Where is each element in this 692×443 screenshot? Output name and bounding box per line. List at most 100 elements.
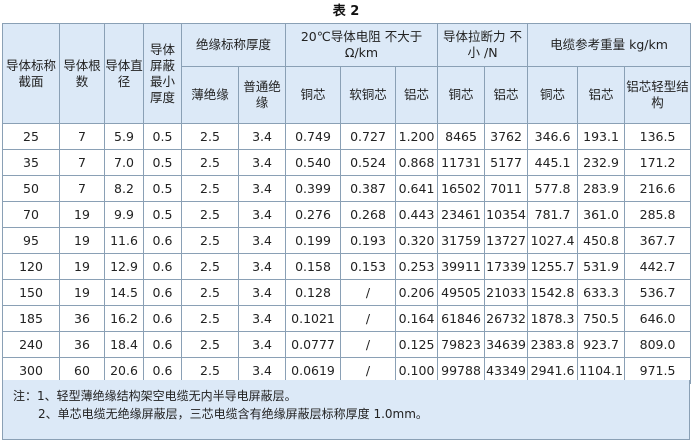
table-cell: 367.7 <box>624 227 692 254</box>
table-cell: 19 <box>59 279 105 306</box>
table-cell: 0.641 <box>395 175 439 202</box>
table-cell: 39911 <box>437 253 486 280</box>
table-cell: 70 <box>2 201 60 228</box>
table-row: 95 19 11.6 0.6 2.5 3.4 0.199 0.193 0.320 31759 137… <box>2 227 692 254</box>
header-w-al-light: 铝芯轻型结构 <box>624 66 692 124</box>
table-cell: 0.1021 <box>285 305 342 332</box>
table-cell: 0.6 <box>143 357 182 384</box>
table-cell: 9.9 <box>104 201 144 228</box>
table-cell: 36 <box>59 331 105 358</box>
table-cell: 19 <box>59 201 105 228</box>
table-cell: 14.5 <box>104 279 144 306</box>
table-cell: 0.868 <box>395 149 439 176</box>
table-row: 25 7 5.9 0.5 2.5 3.4 0.749 0.727 1.200 8465 3762 34… <box>2 123 692 150</box>
table-cell: 0.540 <box>285 149 342 176</box>
table-cell: 0.164 <box>395 305 439 332</box>
table-cell: 11.6 <box>104 227 144 254</box>
table-cell: 136.5 <box>624 123 692 150</box>
table-cell: 0.524 <box>340 149 397 176</box>
table-cell: 7011 <box>484 175 529 202</box>
table-cell: 536.7 <box>624 279 692 306</box>
table-cell: 0.320 <box>395 227 439 254</box>
table-row: 185 36 16.2 0.6 2.5 3.4 0.1021/0.164 61846 26732… <box>2 305 692 332</box>
table-cell: 0.125 <box>395 331 439 358</box>
table-title: 表 2 <box>332 4 360 19</box>
table-cell: 36 <box>59 305 105 332</box>
table-cell: 1027.4 <box>527 227 579 254</box>
table-cell: 0.0777 <box>285 331 342 358</box>
table-cell: 2.5 <box>181 227 239 254</box>
table-cell: 171.2 <box>624 149 692 176</box>
header-w-cu: 铜芯 <box>527 66 579 124</box>
table-cell: 0.193 <box>340 227 397 254</box>
table-cell: 7 <box>59 175 105 202</box>
table-cell: 750.5 <box>577 305 626 332</box>
table-cell: 0.5 <box>143 175 182 202</box>
table-cell: 17339 <box>484 253 529 280</box>
table-cell: 12.9 <box>104 253 144 280</box>
table-cell: 361.0 <box>577 201 626 228</box>
table-cell: 49505 <box>437 279 486 306</box>
table-cell: 1104.1 <box>577 357 626 384</box>
table-cell: 7.0 <box>104 149 144 176</box>
table-cell: 3.4 <box>237 123 287 150</box>
table-cell: 2.5 <box>181 279 239 306</box>
table-cell: 34639 <box>484 331 529 358</box>
table-cell: 3.4 <box>237 305 287 332</box>
table-row: 70 19 9.9 0.5 2.5 3.4 0.276 0.268 0.443 23461 1035… <box>2 201 692 228</box>
table-cell: 232.9 <box>577 149 626 176</box>
header-count: 导体根数 <box>59 23 105 124</box>
header-res-al: 铝芯 <box>395 66 439 124</box>
table-cell: 0.0619 <box>285 357 342 384</box>
table-cell: 0.158 <box>285 253 342 280</box>
table-cell: 3.4 <box>237 149 287 176</box>
header-ins-normal: 普通绝缘 <box>237 66 287 124</box>
table-cell: 2.5 <box>181 201 239 228</box>
notes: 注：1、轻型薄绝缘结构架空电缆无内半导电屏蔽层。 2、单芯电缆无绝缘屏蔽层，三芯… <box>2 380 690 440</box>
table-cell: 0.6 <box>143 305 182 332</box>
table-cell: 0.6 <box>143 227 182 254</box>
table-cell: 0.727 <box>340 123 397 150</box>
table-cell: 2383.8 <box>527 331 579 358</box>
table-cell: 50 <box>2 175 60 202</box>
table-cell: 971.5 <box>624 357 692 384</box>
header-res-cu: 铜芯 <box>285 66 342 124</box>
table-cell: 2.5 <box>181 253 239 280</box>
table-cell: 3.4 <box>237 227 287 254</box>
header-shield: 导体屏蔽最小厚度 <box>143 23 182 124</box>
table-cell: 0.199 <box>285 227 342 254</box>
table-cell: 95 <box>2 227 60 254</box>
table-cell: 1.200 <box>395 123 439 150</box>
table-cell: 1878.3 <box>527 305 579 332</box>
table-cell: 185 <box>2 305 60 332</box>
table-cell: 0.399 <box>285 175 342 202</box>
table-cell: 3.4 <box>237 201 287 228</box>
table-row: 50 7 8.2 0.5 2.5 3.4 0.399 0.387 0.641 16502 7011 5… <box>2 175 692 202</box>
table-cell: 1255.7 <box>527 253 579 280</box>
table-cell: 10354 <box>484 201 529 228</box>
header-section: 导体标称截面 <box>2 23 60 124</box>
table-cell: / <box>340 331 397 358</box>
table-cell: 8465 <box>437 123 486 150</box>
table-cell: 5.9 <box>104 123 144 150</box>
table-cell: 0.387 <box>340 175 397 202</box>
table-cell: 0.268 <box>340 201 397 228</box>
table-cell: 283.9 <box>577 175 626 202</box>
table-cell: 99788 <box>437 357 486 384</box>
table-cell: 923.7 <box>577 331 626 358</box>
table-cell: 5177 <box>484 149 529 176</box>
table-cell: 0.5 <box>143 123 182 150</box>
table-cell: 8.2 <box>104 175 144 202</box>
table-cell: 2.5 <box>181 149 239 176</box>
table-cell: 2.5 <box>181 331 239 358</box>
table-cell: / <box>340 305 397 332</box>
table-cell: 61846 <box>437 305 486 332</box>
table-row: 120 19 12.9 0.6 2.5 3.4 0.158 0.153 0.253 39911 17… <box>2 253 692 280</box>
table-row: 150 19 14.5 0.6 2.5 3.4 0.128/0.206 49505 21033 1… <box>2 279 692 306</box>
header-ins-thin: 薄绝缘 <box>181 66 239 124</box>
table-cell: 18.4 <box>104 331 144 358</box>
table-cell: 60 <box>59 357 105 384</box>
table-cell: 7 <box>59 149 105 176</box>
note-line-1: 注：1、轻型薄绝缘结构架空电缆无内半导电屏蔽层。 <box>13 389 297 403</box>
table-cell: 216.6 <box>624 175 692 202</box>
